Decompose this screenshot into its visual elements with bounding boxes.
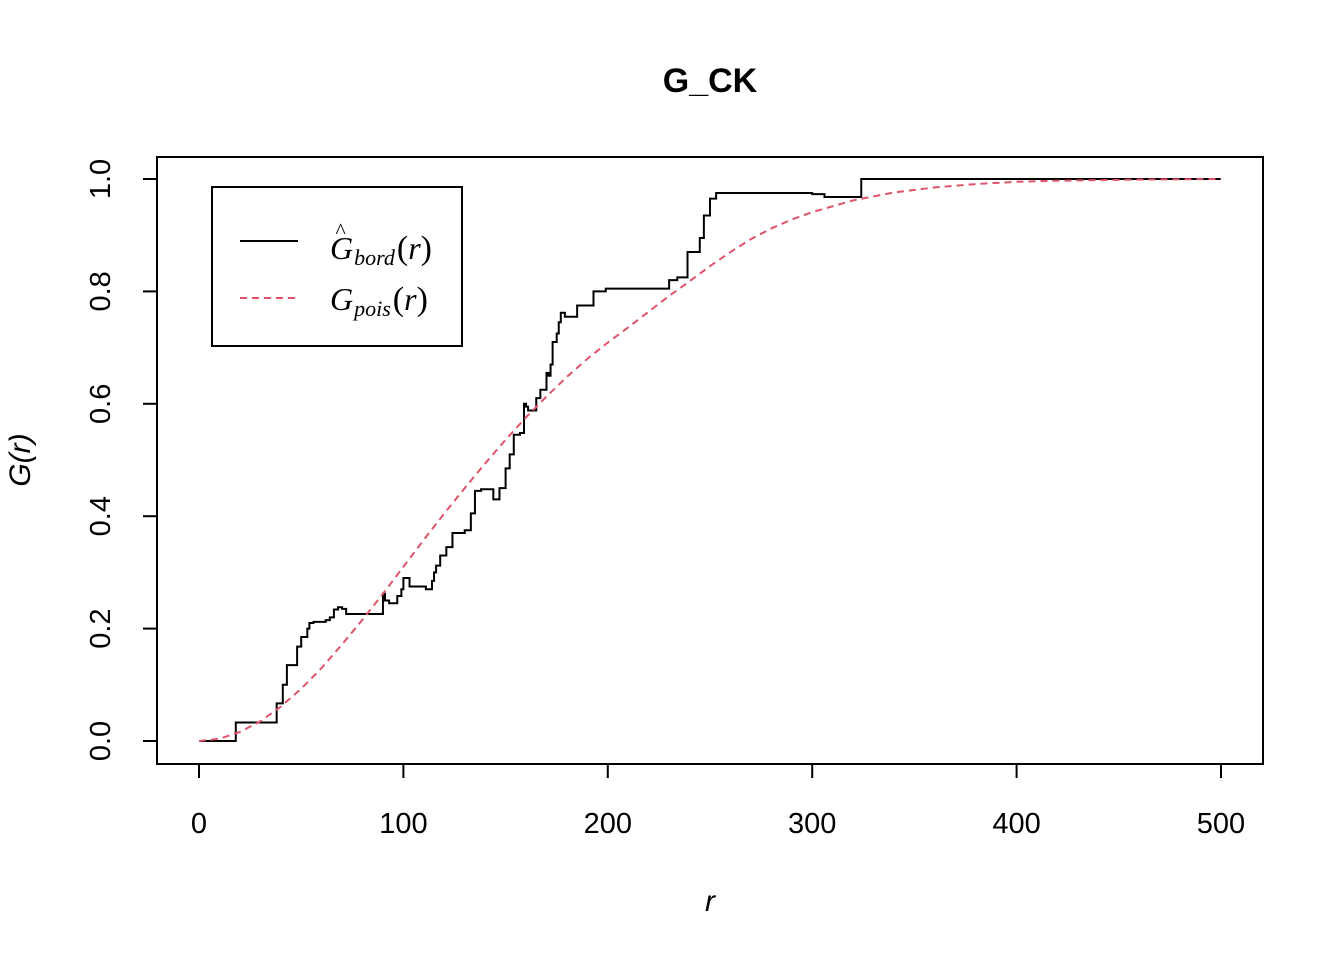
series-layer bbox=[198, 178, 1222, 742]
y-tick-label-5: 1.0 bbox=[85, 159, 117, 199]
y-axis-label-text: G(r) bbox=[4, 433, 37, 486]
legend-entry-pois: Gpois(r) bbox=[240, 281, 428, 321]
x-tick-label-2: 200 bbox=[584, 808, 632, 840]
legend-label-bord: Gbord(r) bbox=[330, 230, 432, 270]
legend-entry-bord: Gbord(r) ^ bbox=[240, 218, 432, 270]
y-axis-label: G(r) bbox=[4, 433, 37, 486]
series-line-0 bbox=[199, 178, 1221, 742]
legend-base-bord: G bbox=[330, 230, 353, 266]
x-tick-label-1: 100 bbox=[379, 808, 427, 840]
legend-subscript-bord: bord bbox=[354, 245, 396, 270]
y-axis: 0.0 0.2 0.4 0.6 0.8 1.0 bbox=[85, 159, 158, 761]
legend: Gbord(r) ^ Gpois(r) bbox=[211, 186, 463, 347]
series-line-1 bbox=[198, 178, 1222, 742]
x-tick-label-0: 0 bbox=[191, 808, 207, 840]
x-axis-label: r bbox=[705, 885, 716, 918]
legend-base-pois: G bbox=[330, 281, 353, 317]
legend-label-pois: Gpois(r) bbox=[330, 281, 428, 321]
y-tick-label-4: 0.8 bbox=[85, 271, 117, 311]
y-tick-label-1: 0.2 bbox=[85, 608, 117, 648]
legend-arg-pois: r bbox=[404, 281, 417, 317]
chart-title: G_CK bbox=[663, 62, 758, 100]
x-tick-label-5: 500 bbox=[1197, 808, 1245, 840]
y-tick-label-2: 0.4 bbox=[85, 496, 117, 536]
legend-arg-bord: r bbox=[408, 230, 421, 266]
legend-subscript-pois: pois bbox=[352, 296, 391, 321]
legend-box bbox=[211, 186, 463, 347]
x-tick-label-4: 400 bbox=[992, 808, 1040, 840]
legend-hat-bord: ^ bbox=[335, 218, 346, 243]
x-axis: 0 100 200 300 400 500 bbox=[191, 763, 1245, 840]
y-tick-label-3: 0.6 bbox=[85, 384, 117, 424]
y-tick-label-0: 0.0 bbox=[85, 721, 117, 761]
x-tick-label-3: 300 bbox=[788, 808, 836, 840]
